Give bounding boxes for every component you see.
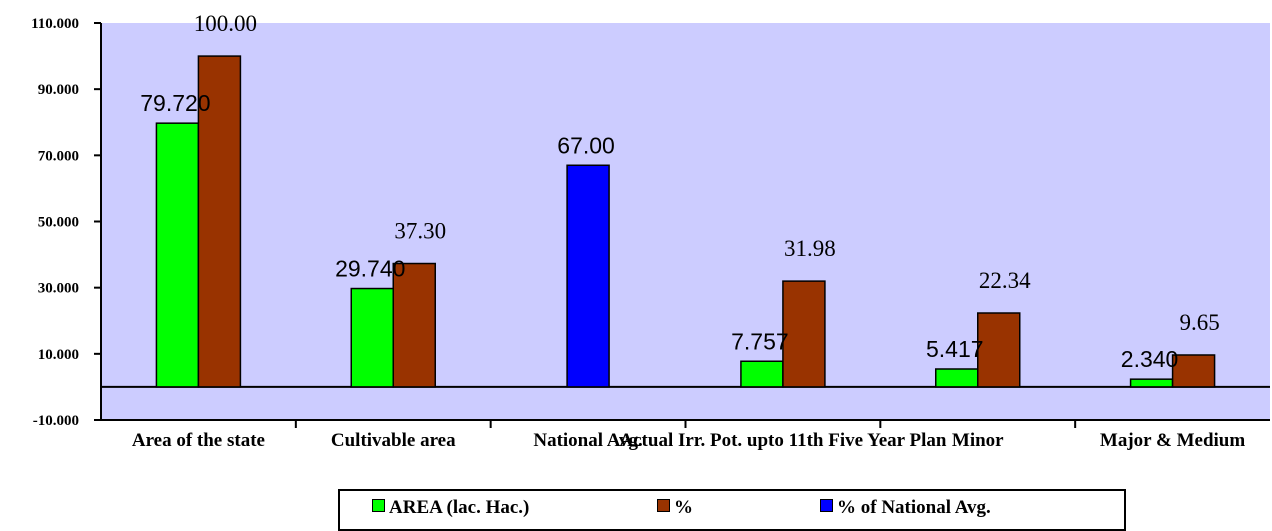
y-tick-label: 110.000 <box>31 16 79 32</box>
bar <box>392 262 436 388</box>
bar <box>1129 378 1174 388</box>
legend-label-percent: % <box>674 497 693 518</box>
x-category-label: Actual Irr. Pot. upto 11th Five Year Pla… <box>619 430 946 451</box>
data-label: 29.740 <box>335 256 405 282</box>
data-label: 5.417 <box>926 336 984 362</box>
bars <box>155 55 1216 388</box>
x-axis: Area of the state Cultivable area National… <box>101 385 1270 451</box>
plot-area <box>101 23 1270 420</box>
data-labels: 79.720 100.00 29.740 37.30 67.00 7.757 31.98 5.… <box>140 11 1219 372</box>
bar <box>197 55 242 388</box>
data-label: 9.65 <box>1179 310 1219 335</box>
x-category-label: Area of the state <box>132 430 265 451</box>
bar <box>566 164 610 388</box>
x-category-label: Major & Medium <box>1100 430 1245 451</box>
y-tick-label: 10.000 <box>38 347 79 363</box>
y-axis: -10.000 10.000 30.000 50.000 70.000 90.000 110… <box>31 16 102 429</box>
legend-item-area: AREA (lac. Hac.) <box>372 497 529 519</box>
legend-label-national: % of National Avg. <box>837 497 991 518</box>
y-tick-label: 90.000 <box>38 82 79 98</box>
data-label: 7.757 <box>731 328 789 354</box>
bar <box>350 287 394 388</box>
bar <box>977 312 1021 388</box>
data-label: 67.00 <box>557 132 615 158</box>
data-label: 2.340 <box>1121 346 1179 372</box>
legend-swatch-national <box>820 499 833 512</box>
x-category-label: Cultivable area <box>331 430 456 451</box>
data-label: 31.98 <box>784 236 836 261</box>
legend-item-percent: % <box>657 497 693 519</box>
legend-label-area: AREA (lac. Hac.) <box>389 497 530 518</box>
bar <box>935 368 979 388</box>
bar <box>740 360 784 388</box>
legend-swatch-percent <box>657 499 670 512</box>
y-tick-label: 50.000 <box>38 215 79 231</box>
data-label: 37.30 <box>394 219 446 244</box>
data-label: 100.00 <box>194 11 257 36</box>
legend-item-national: % of National Avg. <box>820 497 991 519</box>
data-label: 79.720 <box>140 90 210 116</box>
y-tick-label: 30.000 <box>38 281 79 297</box>
bar <box>155 122 200 388</box>
data-label: 22.34 <box>979 268 1031 293</box>
y-tick-label: 70.000 <box>38 148 79 164</box>
legend: AREA (lac. Hac.) % % of National Avg. <box>338 489 1126 531</box>
legend-swatch-area <box>372 499 385 512</box>
x-category-label: Minor <box>952 430 1004 451</box>
x-category-label: National Avg. <box>533 430 642 451</box>
bar <box>782 280 826 388</box>
bar <box>1171 354 1216 388</box>
y-tick-label: -10.000 <box>33 413 79 429</box>
